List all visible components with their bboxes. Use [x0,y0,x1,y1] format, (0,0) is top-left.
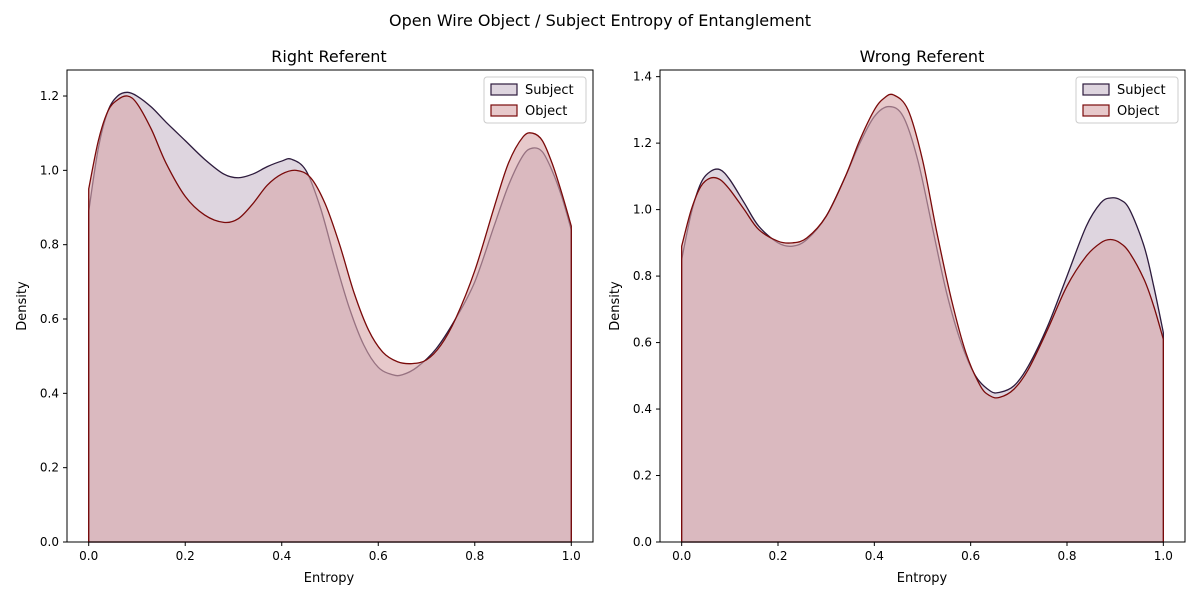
legend-swatch-object [1082,104,1110,117]
y-tick-label: 0.0 [40,535,59,549]
x-tick-label: 0.8 [1057,549,1076,563]
x-tick-label: 0.4 [865,549,884,563]
y-tick-label: 0.8 [633,269,652,283]
density-line-object [88,95,572,543]
figure-title: Open Wire Object / Subject Entropy of En… [389,11,811,30]
x-tick-label: 0.2 [176,549,195,563]
y-tick-label: 0.0 [633,535,652,549]
legend-swatch-object [490,104,518,117]
y-tick-label: 1.2 [633,136,652,150]
panel-right-referent: Right Referent Entropy Density 0.0 0.2 0.4… [15,47,594,586]
y-tick-label: 1.0 [40,163,59,177]
legend: Subject Object [1075,76,1179,124]
axes-frame [66,69,594,543]
y-axis-label: Density [15,281,30,331]
y-tick-label: 1.2 [40,89,59,103]
legend-label-object: Object [1117,104,1159,119]
legend-swatch-subject [1082,83,1110,96]
legend-label-subject: Subject [525,83,574,98]
x-tick-label: 0.2 [768,549,787,563]
y-tick-label: 0.6 [633,336,652,350]
x-tick-label: 0.8 [465,549,484,563]
density-line-object [681,93,1164,543]
legend-swatch-subject [490,83,518,96]
x-tick-label: 0.4 [272,549,291,563]
x-tick-label: 0.0 [79,549,98,563]
legend: Subject Object [483,76,587,124]
density-area-object [88,95,572,543]
panel-title: Wrong Referent [860,47,985,66]
panel-title: Right Referent [271,47,386,66]
y-tick-label: 0.6 [40,312,59,326]
x-tick-label: 1.0 [562,549,581,563]
y-tick-label: 0.4 [40,386,59,400]
y-tick-label: 1.0 [633,203,652,217]
y-tick-label: 0.2 [633,469,652,483]
y-tick-label: 1.4 [633,70,652,84]
x-tick-label: 0.6 [961,549,980,563]
axes-frame [659,69,1186,543]
x-tick-label: 1.0 [1154,549,1173,563]
legend-label-subject: Subject [1117,83,1166,98]
x-tick-label: 0.0 [672,549,691,563]
y-tick-label: 0.8 [40,238,59,252]
plot-area: 0.0 0.2 0.4 0.6 0.8 1.0 0.0 0.2 0.4 0.6 0.8 1.0 1.2 1… [633,69,1186,563]
y-tick-label: 0.2 [40,461,59,475]
x-axis-label: Entropy [304,571,355,586]
plot-area: 0.0 0.2 0.4 0.6 0.8 1.0 0.0 0.2 0.4 0.6 0.8 1.0 1.2 S… [40,69,594,563]
y-axis-label: Density [608,281,623,331]
x-tick-label: 0.6 [369,549,388,563]
density-area-object [681,94,1164,543]
x-axis-label: Entropy [897,571,948,586]
panel-wrong-referent: Wrong Referent Entropy Density 0.0 0.2 0.4… [608,47,1186,586]
legend-label-object: Object [525,104,567,119]
y-tick-label: 0.4 [633,402,652,416]
